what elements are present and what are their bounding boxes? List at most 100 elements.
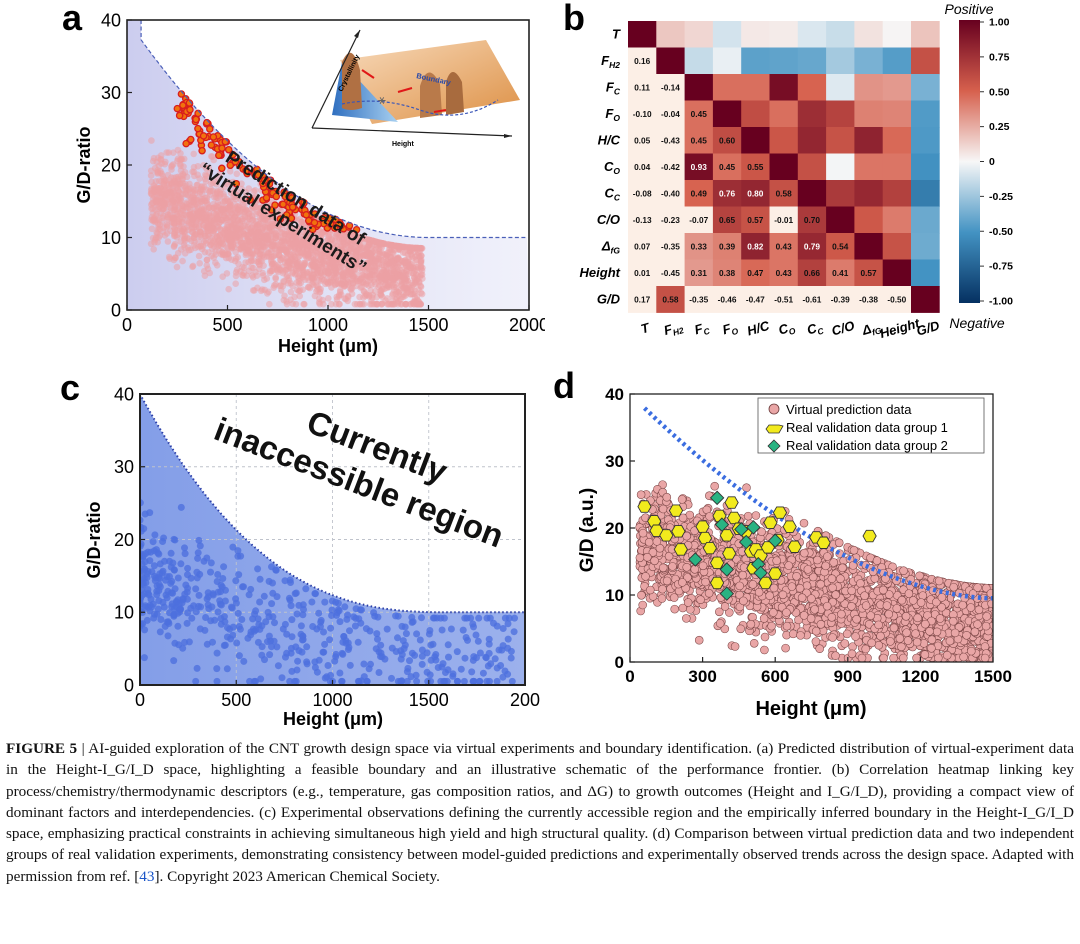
heatmap-value: -0.14 bbox=[661, 82, 680, 92]
heatmap-cell bbox=[769, 21, 799, 48]
observed-point bbox=[213, 677, 221, 685]
virtual-point bbox=[203, 262, 211, 269]
heatmap-value: -0.13 bbox=[633, 215, 652, 225]
frontier-point bbox=[226, 161, 235, 170]
observed-point bbox=[312, 590, 319, 598]
heatmap-cell bbox=[741, 259, 770, 287]
virtual-point bbox=[879, 653, 888, 662]
heatmap-value: 0.17 bbox=[634, 294, 651, 304]
virtual-point bbox=[216, 232, 223, 239]
panel-c-boundary-line bbox=[140, 394, 525, 614]
virtual-point bbox=[219, 273, 226, 281]
observed-point bbox=[157, 616, 165, 623]
virtual-point bbox=[280, 296, 288, 304]
variable-label: CO bbox=[604, 159, 620, 176]
observed-point bbox=[252, 626, 260, 634]
observed-point bbox=[328, 606, 336, 614]
virtual-point bbox=[339, 270, 347, 277]
y-tick-label: 20 bbox=[101, 155, 121, 175]
virtual-point bbox=[355, 278, 363, 285]
observed-point bbox=[367, 660, 374, 668]
virtual-point bbox=[296, 292, 304, 300]
colorbar-tick: 1.00 bbox=[989, 17, 1010, 29]
virtual-point bbox=[287, 288, 295, 296]
observed-point bbox=[193, 664, 201, 672]
virtual-point bbox=[328, 300, 335, 308]
colorbar-tick: -0.75 bbox=[989, 261, 1013, 273]
frontier-point bbox=[282, 211, 291, 219]
virtual-point bbox=[374, 269, 381, 277]
observed-point bbox=[288, 633, 296, 641]
observed-point bbox=[401, 641, 409, 649]
virtual-point bbox=[224, 178, 232, 186]
frontier-point bbox=[276, 215, 285, 223]
heatmap-value: 0.80 bbox=[747, 188, 764, 198]
virtual-point bbox=[382, 253, 390, 261]
heatmap-cell bbox=[741, 127, 770, 154]
virtual-point bbox=[366, 247, 374, 255]
observed-point bbox=[321, 640, 329, 648]
x-tick-label: 0 bbox=[135, 690, 145, 710]
virtual-point bbox=[234, 253, 242, 261]
observed-point bbox=[388, 674, 395, 682]
virtual-point bbox=[365, 241, 373, 248]
virtual-point bbox=[412, 279, 420, 286]
frontier-point bbox=[182, 139, 190, 148]
heatmap-cell bbox=[911, 74, 940, 101]
virtual-point bbox=[372, 257, 380, 264]
heatmap-cell bbox=[797, 153, 827, 181]
observed-point bbox=[167, 549, 175, 557]
heatmap-value: 0.43 bbox=[776, 268, 793, 278]
heatmap-cell bbox=[769, 233, 799, 260]
observed-point bbox=[252, 607, 260, 615]
frontier-point bbox=[308, 225, 317, 234]
inset-x-label: Height bbox=[392, 141, 414, 148]
observed-point bbox=[473, 654, 480, 662]
frontier-point bbox=[310, 218, 319, 227]
virtual-point bbox=[148, 225, 156, 233]
y-tick-label: 10 bbox=[101, 228, 121, 248]
heatmap-cell bbox=[911, 286, 940, 313]
observed-point bbox=[459, 626, 467, 634]
observed-point bbox=[184, 609, 192, 617]
virtual-point bbox=[353, 232, 361, 240]
observed-point bbox=[327, 624, 335, 632]
observed-point bbox=[295, 601, 303, 609]
heatmap-cell bbox=[882, 286, 912, 313]
virtual-point bbox=[159, 173, 167, 180]
heatmap-cell bbox=[882, 233, 912, 260]
virtual-point bbox=[225, 285, 232, 293]
heatmap-cell bbox=[797, 100, 827, 128]
frontier-point bbox=[232, 179, 241, 188]
heatmap-cell bbox=[656, 206, 685, 234]
virtual-point bbox=[384, 300, 391, 308]
virtual-point bbox=[259, 226, 266, 233]
virtual-point bbox=[334, 249, 342, 256]
observed-point bbox=[194, 549, 202, 557]
frontier-point bbox=[231, 158, 240, 166]
observed-point bbox=[408, 618, 416, 626]
heatmap-cell bbox=[712, 127, 742, 154]
virtual-point bbox=[363, 263, 370, 270]
frontier-point bbox=[288, 203, 297, 211]
heatmap-cell bbox=[911, 259, 940, 287]
virtual-point bbox=[257, 231, 265, 239]
heatmap-cell bbox=[826, 47, 855, 75]
observed-point bbox=[331, 657, 339, 665]
observed-point bbox=[269, 613, 277, 621]
heatmap-value: -0.43 bbox=[661, 135, 680, 145]
virtual-point bbox=[251, 187, 259, 194]
observed-point bbox=[213, 649, 221, 657]
virtual-point bbox=[166, 210, 174, 217]
observed-point bbox=[504, 635, 512, 643]
heatmap-cell bbox=[628, 100, 657, 128]
observed-point bbox=[150, 562, 158, 570]
frontier-point bbox=[198, 146, 206, 155]
virtual-point bbox=[184, 185, 192, 193]
virtual-point bbox=[300, 300, 307, 308]
observed-point bbox=[140, 620, 145, 628]
virtual-point bbox=[362, 290, 370, 298]
observed-point bbox=[140, 568, 147, 576]
virtual-point bbox=[322, 280, 329, 288]
virtual-point bbox=[417, 263, 425, 271]
